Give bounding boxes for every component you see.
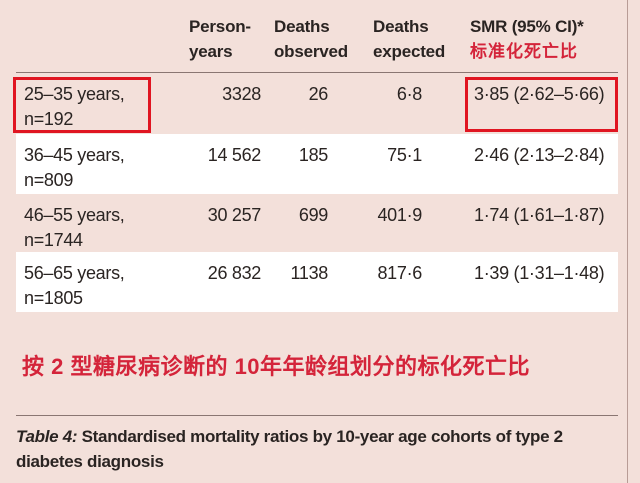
cohort-size: n=1744 [24,230,83,250]
header-line: Person- [189,17,251,36]
age-range: 46–55 years, [24,205,125,225]
header-line: observed [274,42,348,61]
age-range: 36–45 years, [24,145,125,165]
deaths-expected-cell: 75·1 [387,145,422,165]
row-label: 46–55 years, n=1744 [24,203,164,253]
header-line: Deaths [274,17,330,36]
highlight-box-age-row [13,77,151,133]
deaths-observed-cell: 26 [308,84,329,104]
caption-rule [16,415,618,416]
header-line: expected [373,42,446,61]
smr-cell: 1·74 (1·61–1·87) [474,205,605,225]
person-years-cell: 3328 [222,84,261,104]
deaths-observed-cell: 1138 [290,263,328,283]
cohort-size: n=809 [24,170,74,190]
header-person-years: Person- years [189,14,251,64]
chinese-annotation-caption: 按 2 型糖尿病诊断的 10年年龄组划分的标化死亡比 [22,354,531,379]
header-line: Deaths [373,17,429,36]
age-range: 56–65 years, [24,263,125,283]
table-row: 46–55 years, n=1744 30 257 699 401·9 1·7… [16,194,618,252]
smr-cell: 1·39 (1·31–1·48) [474,263,605,283]
smr-cell: 2·46 (2·13–2·84) [474,145,605,165]
header-rule [16,72,618,73]
row-label: 36–45 years, n=809 [24,143,164,193]
table-row: 25–35 years, n=192 3328 26 6·8 3·85 (2·6… [16,73,618,134]
header-smr-chinese: 标准化死亡比 [470,42,578,61]
row-label: 56–65 years, n=1805 [24,261,164,311]
deaths-expected-cell: 401·9 [377,205,422,225]
cohort-size: n=1805 [24,288,83,308]
table-caption-label: Table 4: [16,427,78,446]
person-years-cell: 26 832 [207,263,262,283]
page-right-border [627,0,628,483]
table-caption: Table 4: Standardised mortality ratios b… [16,424,616,474]
header-deaths-expected: Deaths expected [373,14,445,64]
deaths-observed-cell: 699 [298,205,328,225]
highlight-box-smr [465,77,618,132]
table-row: 56–65 years, n=1805 26 832 1138 817·6 1·… [16,252,618,312]
cohort-size: n=192 [24,109,74,129]
age-range: 25–35 years, [24,84,125,104]
person-years-cell: 30 257 [207,205,262,225]
person-years-cell: 14 562 [207,145,262,165]
header-line: years [189,42,233,61]
deaths-expected-cell: 6·8 [396,84,422,104]
table-row: 36–45 years, n=809 14 562 185 75·1 2·46 … [16,134,618,194]
deaths-observed-cell: 185 [298,145,328,165]
smr-cell: 3·85 (2·62–5·66) [474,84,605,104]
header-smr: SMR (95% CI)* 标准化死亡比 [470,14,584,64]
table-caption-text: Standardised mortality ratios by 10-year… [16,427,563,471]
header-line: SMR (95% CI)* [470,17,584,36]
deaths-expected-cell: 817·6 [377,263,422,283]
row-label: 25–35 years, n=192 [24,82,164,132]
header-deaths-observed: Deaths observed [274,14,348,64]
